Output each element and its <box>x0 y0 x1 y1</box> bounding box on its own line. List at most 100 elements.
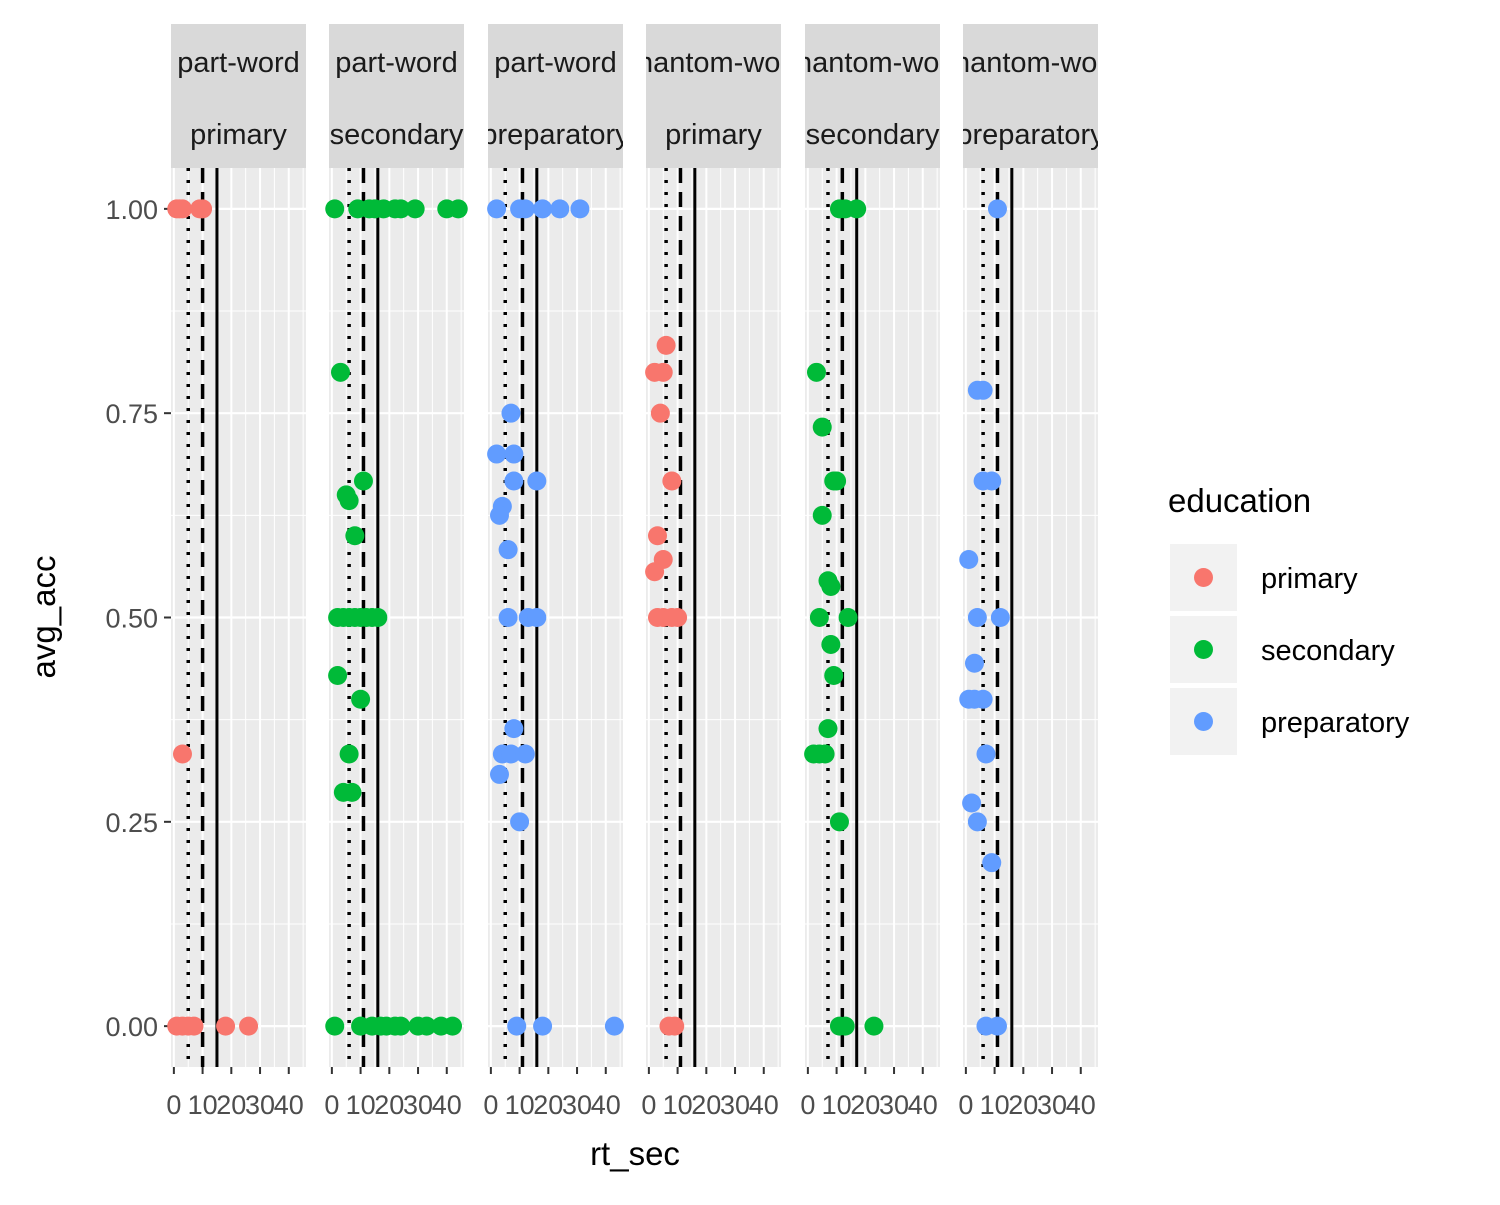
legend-key-point <box>1194 568 1213 587</box>
y-tick-label: 0.25 <box>105 808 158 838</box>
data-point <box>504 444 524 464</box>
x-tick-label: 10 <box>663 1090 693 1120</box>
data-point <box>809 608 829 627</box>
data-point <box>448 199 468 219</box>
x-tick-label: 30 <box>879 1090 909 1120</box>
legend-key-point <box>1194 640 1213 659</box>
facet-strip-top-label: phantom-word <box>621 47 806 79</box>
data-point <box>193 199 213 219</box>
x-axis-title: rt_sec <box>590 1135 680 1172</box>
x-tick-label: 0 <box>324 1090 339 1120</box>
data-point <box>824 666 844 686</box>
data-point <box>527 608 547 627</box>
x-tick-label: 0 <box>641 1090 656 1120</box>
facet-strip-top-label: phantom-word <box>938 47 1123 79</box>
x-tick-label: 40 <box>591 1090 621 1120</box>
y-axis-title: avg_acc <box>25 556 62 679</box>
facet-strip-bottom <box>805 96 940 168</box>
x-tick-label: 40 <box>749 1090 779 1120</box>
y-tick-label: 0.50 <box>105 604 158 634</box>
data-point <box>339 744 359 764</box>
data-point <box>550 199 570 219</box>
facet-strip-bottom <box>329 96 464 168</box>
data-point <box>570 199 590 219</box>
facet-strip-bottom-label: primary <box>665 119 762 151</box>
data-point <box>325 199 345 219</box>
legend: education primary secondary preparatory <box>1168 482 1410 755</box>
facet-strip-top <box>805 24 940 96</box>
x-tick-label: 40 <box>1066 1090 1096 1120</box>
x-tick-label: 20 <box>691 1090 721 1120</box>
data-point <box>818 719 838 739</box>
facet-strip-bottom-label: secondary <box>330 119 464 151</box>
data-point <box>668 608 688 627</box>
y-tick-label: 0.00 <box>105 1012 158 1042</box>
data-point <box>507 1016 527 1036</box>
data-point <box>504 471 524 491</box>
facet-strip-top <box>171 24 306 96</box>
data-point <box>812 417 832 437</box>
data-point <box>653 362 673 382</box>
data-point <box>973 689 993 709</box>
data-point <box>489 505 509 525</box>
data-point <box>656 335 676 355</box>
data-point <box>342 782 362 802</box>
x-tick-label: 30 <box>562 1090 592 1120</box>
data-point <box>527 471 547 491</box>
legend-label: primary <box>1261 563 1358 595</box>
data-point <box>829 812 849 832</box>
facet-strip-bottom <box>963 96 1098 168</box>
facet-strip-bottom-label: preparatory <box>956 119 1105 151</box>
facet-strip-bottom-label: preparatory <box>481 119 630 151</box>
data-point <box>487 444 507 464</box>
x-tick-label: 30 <box>403 1090 433 1120</box>
data-point <box>864 1016 884 1036</box>
data-point <box>443 1016 463 1036</box>
facet-strip-top-label: part-word <box>494 47 617 79</box>
x-tick-label: 20 <box>533 1090 563 1120</box>
data-point <box>964 653 984 673</box>
data-point <box>501 403 521 423</box>
data-point <box>982 853 1002 873</box>
data-point <box>172 744 192 764</box>
data-point <box>515 744 535 764</box>
x-tick-label: 40 <box>274 1090 304 1120</box>
data-point <box>184 1016 204 1036</box>
data-point <box>962 793 982 813</box>
facet-strip-top <box>488 24 623 96</box>
x-tick-label: 10 <box>346 1090 376 1120</box>
x-tick-label: 40 <box>432 1090 462 1120</box>
data-point <box>216 1016 236 1036</box>
data-point <box>501 744 521 764</box>
x-tick-label: 20 <box>850 1090 880 1120</box>
data-point <box>967 608 987 627</box>
data-point <box>990 608 1010 627</box>
facet-strip-bottom <box>646 96 781 168</box>
data-point <box>328 666 348 686</box>
data-point <box>967 812 987 832</box>
data-point <box>815 744 835 764</box>
facet-strip-bottom-label: primary <box>190 119 287 151</box>
data-point <box>510 812 530 832</box>
y-tick-label: 1.00 <box>105 195 158 225</box>
data-point <box>391 1016 411 1036</box>
data-point <box>533 199 553 219</box>
data-point <box>368 608 388 627</box>
x-tick-label: 0 <box>958 1090 973 1120</box>
data-point <box>345 526 365 546</box>
y-tick-label: 0.75 <box>105 399 158 429</box>
x-tick-label: 30 <box>1037 1090 1067 1120</box>
data-point <box>821 634 841 654</box>
data-point <box>533 1016 553 1036</box>
data-point <box>973 380 993 400</box>
data-point <box>847 199 867 219</box>
data-point <box>665 1016 685 1036</box>
x-tick-label: 30 <box>245 1090 275 1120</box>
data-point <box>405 199 425 219</box>
data-point <box>827 471 847 491</box>
